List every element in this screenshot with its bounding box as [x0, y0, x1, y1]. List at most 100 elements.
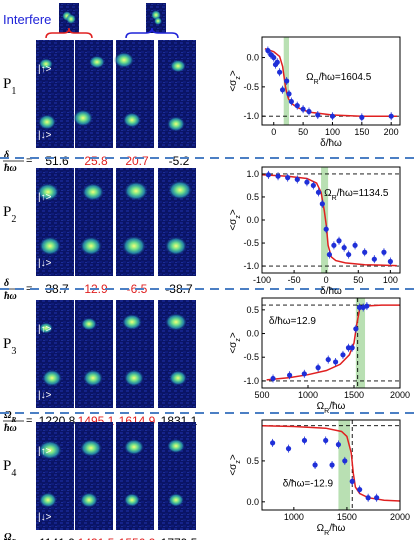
atom-image [36, 300, 74, 408]
atom-image [75, 168, 113, 276]
row-label: P4 [3, 458, 16, 479]
data-point [340, 352, 346, 358]
data-point [284, 78, 290, 84]
atom-cloud-down [124, 493, 140, 507]
data-point [315, 112, 321, 118]
data-point [306, 108, 312, 115]
brace-red [45, 27, 93, 39]
atom-cloud-down [167, 116, 185, 132]
resonance-band [338, 420, 351, 510]
y-tick-label: -1.0 [243, 376, 259, 386]
spin-up-label: |↑> [38, 324, 52, 335]
data-point [335, 441, 342, 448]
y-axis-label: <σz> [228, 209, 242, 231]
param-value: 1431.5 [78, 536, 115, 540]
x-tick-label: 150 [354, 127, 369, 137]
image-background [116, 422, 154, 530]
y-tick-label: 0.0 [246, 215, 259, 225]
atom-cloud-up [114, 52, 134, 68]
param-value: 51.6 [45, 154, 69, 168]
atom-cloud-down [42, 369, 62, 387]
x-tick-label: 50 [353, 275, 363, 285]
atom-image [158, 422, 196, 530]
data-point [374, 495, 380, 501]
data-point [325, 356, 331, 363]
image-background [36, 300, 74, 408]
y-tick-label: -1.0 [243, 261, 259, 271]
data-point [310, 182, 316, 189]
image-background [36, 422, 74, 530]
interfere-inset-left [59, 3, 79, 33]
plot-2: -100 -50 0 50 100 -1.0 -0.5 0.0 0.5 1.0 δ/ħω <σz> ΩR… [228, 166, 401, 297]
atom-cloud-down [39, 236, 61, 256]
x-tick-label: -50 [288, 275, 301, 285]
y-tick-label: 0.5 [246, 305, 259, 315]
equals-sign: = [26, 537, 32, 540]
param-value: 25.8 [84, 154, 108, 168]
atom-cloud-down [80, 236, 102, 256]
y-tick-label: -0.5 [243, 238, 259, 248]
x-tick-label: -100 [253, 275, 271, 285]
atom-image [36, 168, 74, 276]
atom-image [75, 300, 113, 408]
data-point [277, 69, 283, 75]
plot-frame [261, 297, 401, 389]
data-point [315, 189, 322, 195]
y-axis-label: <σz> [228, 332, 242, 354]
data-point [271, 54, 277, 61]
x-axis-label: δ/ħω [320, 138, 342, 149]
atom-image [116, 300, 154, 408]
data-point [388, 113, 394, 119]
x-tick-label: 2000 [390, 390, 410, 400]
image-background [158, 422, 196, 530]
x-axis-label: δ/ħω [320, 286, 342, 297]
row-label: P2 [3, 204, 16, 225]
param-denominator: ħω [4, 291, 17, 302]
x-tick-label: 50 [298, 127, 308, 137]
data-point [362, 249, 368, 255]
data-point [346, 251, 352, 258]
data-point [371, 256, 377, 262]
atom-cloud-down [80, 492, 98, 508]
atom-cloud-up [82, 183, 104, 201]
x-tick-label: 100 [383, 275, 398, 285]
data-point [365, 495, 371, 501]
param-denominator: ħω [4, 423, 17, 434]
data-point [326, 251, 332, 258]
data-point [270, 375, 276, 382]
y-tick-label: 0.5 [246, 192, 259, 202]
data-point [345, 345, 352, 351]
param-numerator: δ [4, 278, 9, 289]
data-point [265, 47, 271, 54]
atom-image [114, 40, 154, 148]
data-point [349, 478, 355, 484]
plot-frame [261, 419, 401, 511]
data-point [331, 242, 337, 248]
data-point [288, 98, 294, 105]
data-point [285, 175, 291, 181]
atom-cloud-up [165, 313, 187, 331]
data-point [329, 113, 336, 119]
plot-frame [261, 36, 401, 126]
row-label: P3 [3, 336, 16, 357]
data-point [349, 345, 355, 351]
equals-sign: = [26, 415, 32, 427]
atom-cloud-up [80, 439, 102, 457]
y-tick-label: 0.0 [246, 53, 259, 63]
data-point [336, 238, 342, 244]
plot-4: 1000 1500 2000 0.0 0.5 ΩR/ħω <σz> δ/ħω=-12.9 [228, 419, 410, 537]
param-value: 20.7 [125, 154, 149, 168]
data-point [341, 245, 347, 251]
image-background [75, 422, 113, 530]
image-row-4: P4 |↑> |↓> ΩR ħω = 1141.91431.5 1556.2 1779.5 [3, 422, 198, 540]
y-axis-label: <σz> [228, 454, 242, 476]
plot-1: 0 50 100 150 200 -1.0 -0.5 0.0 δ/ħω <σz> ΩR/ħω=160… [228, 36, 401, 149]
atom-cloud-down [122, 235, 146, 257]
y-tick-label: -0.5 [243, 352, 259, 362]
plot-annotation: δ/ħω=-12.9 [283, 479, 334, 490]
data-point [286, 91, 292, 97]
param-numerator: ΩR [4, 532, 16, 540]
fit-curve [261, 424, 401, 502]
